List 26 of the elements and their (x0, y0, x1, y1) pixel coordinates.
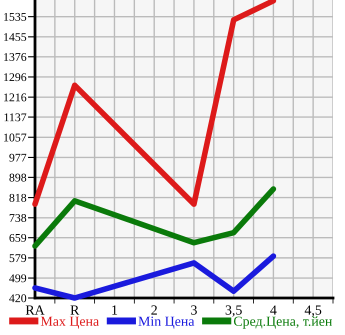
y-tick-label: 1057 (4, 134, 26, 142)
x-tick-label: 4 (270, 305, 277, 315)
y-tick-label: 1455 (4, 33, 26, 42)
legend-label: Min Цена (138, 316, 194, 329)
y-tick-label: 1137 (4, 113, 26, 122)
y-tick-label: 420 (9, 294, 26, 302)
legend-label: Сред.Цена, т.йен (234, 316, 332, 329)
x-tick-label: RA (26, 305, 45, 315)
x-tick-label: 1 (112, 305, 118, 315)
x-tick-label: 3 (191, 305, 197, 315)
y-tick-label: 818 (9, 194, 26, 202)
x-tick-label: R (70, 305, 80, 315)
y-tick-label: 1535 (4, 12, 26, 21)
x-tick-label: 4,5 (304, 305, 322, 317)
y-tick-label: 499 (9, 274, 26, 282)
y-tick-label: 738 (10, 214, 26, 222)
y-tick-label: 1296 (4, 73, 26, 82)
y-tick-label: 579 (10, 254, 26, 262)
x-tick-label: 3,5 (226, 305, 242, 317)
legend-label: Max Цена (40, 316, 99, 329)
y-tick-label: 1376 (4, 53, 26, 61)
y-tick-label: 1216 (4, 93, 26, 102)
y-tick-label: 659 (9, 234, 26, 242)
y-tick-label: 977 (9, 154, 26, 162)
y-tick-label: 898 (9, 174, 26, 182)
x-tick-label: 2 (151, 305, 157, 315)
